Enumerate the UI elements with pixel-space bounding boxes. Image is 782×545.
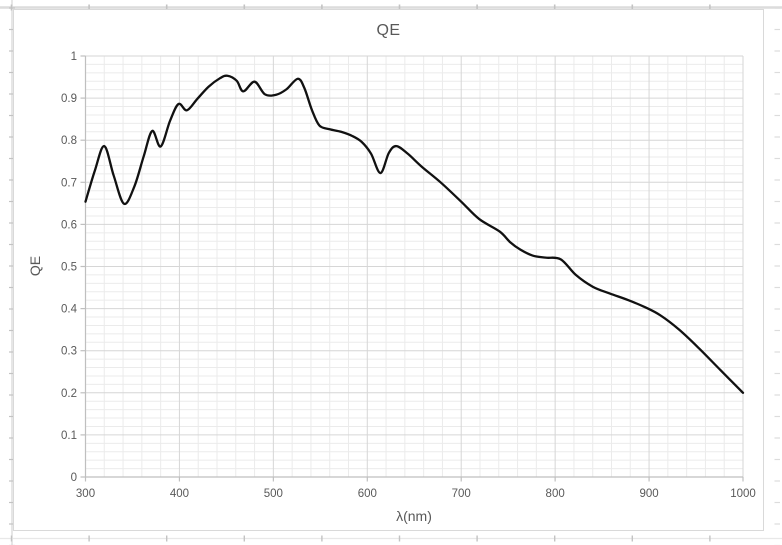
x-axis-title: λ(nm) [396, 508, 432, 524]
y-axis-title: QE [27, 255, 43, 277]
chart-title: QE [376, 22, 401, 39]
chart-container[interactable]: QE [13, 9, 764, 531]
